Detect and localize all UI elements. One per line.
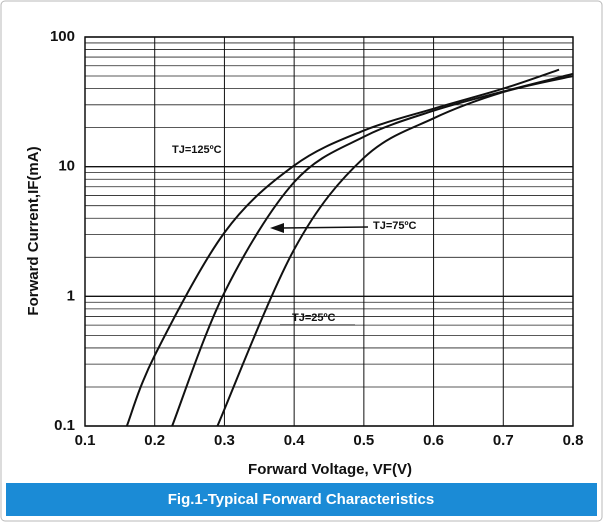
annotation: TJ=125ºC — [172, 144, 222, 156]
x-tick-label: 0.3 — [214, 432, 235, 449]
annotation: TJ=25ºC — [292, 312, 336, 324]
y-tick-label: 0.1 — [54, 417, 75, 434]
y-axis-label: Forward Current,IF(mA) — [25, 146, 42, 315]
x-axis-label: Forward Voltage, VF(V) — [248, 461, 412, 478]
caption-bar — [6, 483, 597, 516]
y-tick-label: 10 — [58, 158, 75, 175]
annotation: TJ=75ºC — [373, 220, 417, 232]
x-tick-label: 0.7 — [493, 432, 514, 449]
x-tick-label: 0.5 — [353, 432, 374, 449]
plot-border — [84, 36, 574, 427]
x-tick-label: 0.4 — [284, 432, 306, 449]
x-tick-label: 0.2 — [144, 432, 165, 449]
arrow — [281, 226, 369, 229]
x-tick-label: 0.8 — [563, 432, 584, 449]
curve — [216, 75, 574, 427]
curve — [125, 68, 560, 427]
y-tick-label: 1 — [67, 287, 75, 304]
y-tick-label: 100 — [50, 28, 75, 45]
arrow-head — [270, 223, 284, 233]
chart-title: Fig.1-Typical Forward Characteristics — [168, 491, 434, 508]
x-tick-label: 0.1 — [75, 432, 96, 449]
x-tick-label: 0.6 — [423, 432, 444, 449]
